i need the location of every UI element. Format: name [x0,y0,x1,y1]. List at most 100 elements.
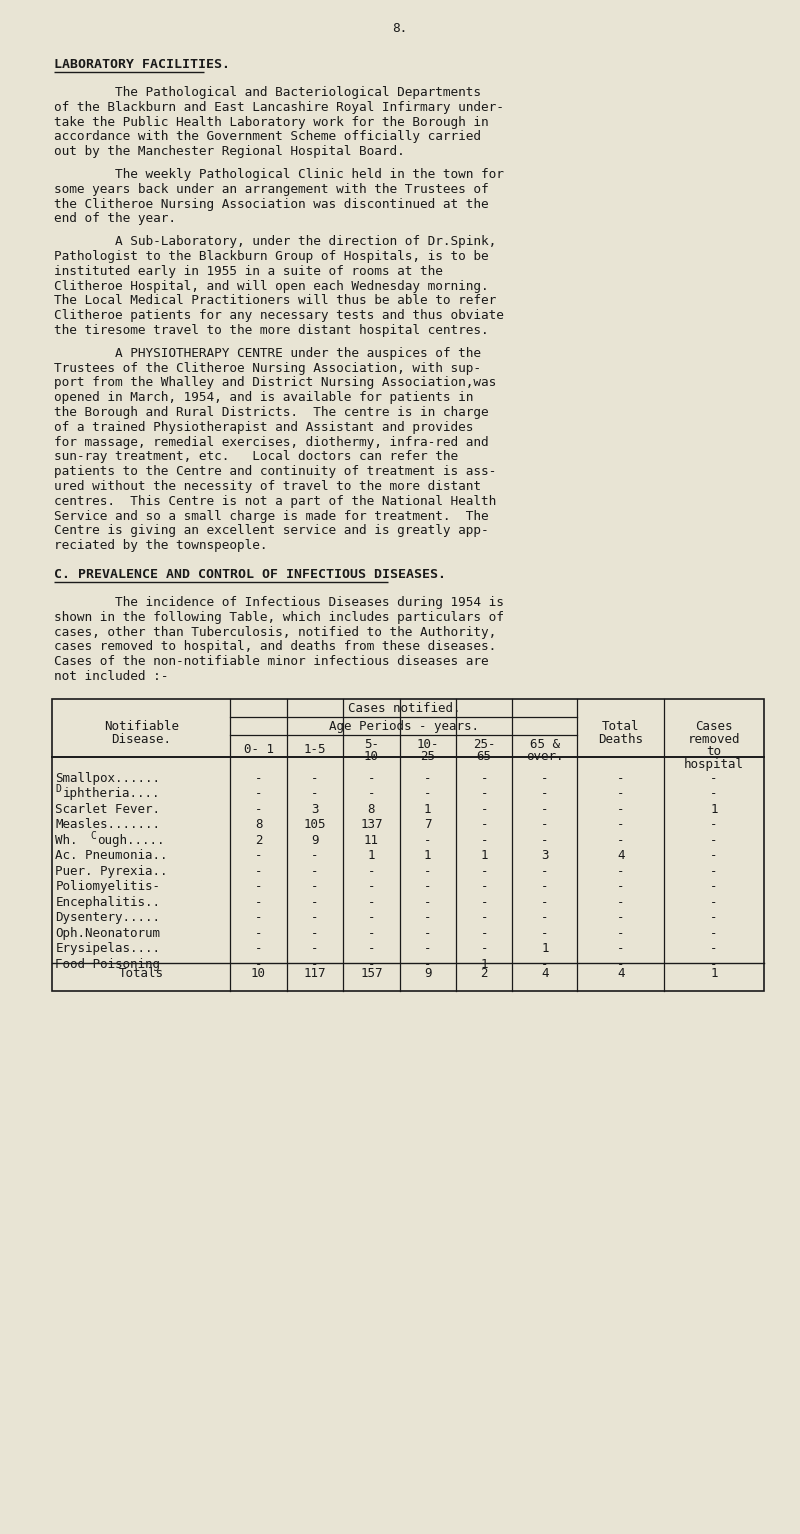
Text: hospital: hospital [684,758,744,772]
Text: The incidence of Infectious Diseases during 1954 is: The incidence of Infectious Diseases dur… [54,597,504,609]
Text: -: - [480,818,488,831]
Text: removed: removed [688,733,740,746]
Text: -: - [311,850,318,862]
Text: Clitheroe Hospital, and will open each Wednesday morning.: Clitheroe Hospital, and will open each W… [54,279,489,293]
Text: -: - [617,957,625,971]
Text: 1: 1 [710,968,718,980]
Text: reciated by the townspeople.: reciated by the townspeople. [54,538,268,552]
Text: 5-: 5- [364,738,379,750]
Text: Service and so a small charge is made for treatment.  The: Service and so a small charge is made fo… [54,509,489,523]
Text: -: - [254,881,262,893]
Text: -: - [710,942,718,956]
Text: -: - [424,865,431,877]
Text: -: - [254,927,262,940]
Text: -: - [311,927,318,940]
Text: -: - [367,865,375,877]
Text: -: - [480,896,488,908]
Text: -: - [254,865,262,877]
Text: -: - [311,957,318,971]
Text: iphtheria....: iphtheria.... [62,787,160,801]
Text: -: - [424,772,431,785]
Text: 10-: 10- [417,738,439,750]
Text: Measles.......: Measles....... [55,818,160,831]
Text: Erysipelas....: Erysipelas.... [55,942,160,956]
Text: -: - [617,834,625,847]
Text: take the Public Health Laboratory work for the Borough in: take the Public Health Laboratory work f… [54,115,489,129]
Text: accordance with the Government Scheme officially carried: accordance with the Government Scheme of… [54,130,482,143]
Text: 11: 11 [364,834,379,847]
Text: -: - [367,787,375,801]
Text: -: - [541,865,549,877]
Text: -: - [424,896,431,908]
Text: 1: 1 [367,850,375,862]
Text: Oph.Neonatorum: Oph.Neonatorum [55,927,160,940]
Text: -: - [311,787,318,801]
Text: -: - [541,802,549,816]
Text: -: - [367,957,375,971]
Text: over.: over. [526,750,564,762]
Text: -: - [311,772,318,785]
Text: 1: 1 [480,850,488,862]
Text: Notifiable: Notifiable [104,719,179,733]
Text: -: - [254,957,262,971]
Text: 10: 10 [364,750,379,762]
Text: 1: 1 [480,957,488,971]
Text: instituted early in 1955 in a suite of rooms at the: instituted early in 1955 in a suite of r… [54,265,443,278]
Text: -: - [480,802,488,816]
Text: -: - [541,787,549,801]
Text: The Local Medical Practitioners will thus be able to refer: The Local Medical Practitioners will thu… [54,295,497,307]
Text: 8: 8 [367,802,375,816]
Text: Cases of the non-notifiable minor infectious diseases are: Cases of the non-notifiable minor infect… [54,655,489,669]
Text: -: - [480,911,488,925]
Text: -: - [480,927,488,940]
Text: patients to the Centre and continuity of treatment is ass-: patients to the Centre and continuity of… [54,465,497,479]
Text: 25: 25 [420,750,435,762]
Text: cases removed to hospital, and deaths from these diseases.: cases removed to hospital, and deaths fr… [54,640,497,653]
Text: 4: 4 [541,968,549,980]
Text: -: - [424,834,431,847]
Text: 10: 10 [251,968,266,980]
Text: -: - [424,957,431,971]
Text: -: - [541,957,549,971]
Text: -: - [424,881,431,893]
Text: -: - [311,881,318,893]
Text: Clitheroe patients for any necessary tests and thus obviate: Clitheroe patients for any necessary tes… [54,310,504,322]
Text: -: - [710,772,718,785]
Text: Trustees of the Clitheroe Nursing Association, with sup-: Trustees of the Clitheroe Nursing Associ… [54,362,482,374]
Text: 1: 1 [424,802,431,816]
Bar [53,700,764,991]
Text: -: - [254,772,262,785]
Text: Scarlet Fever.: Scarlet Fever. [55,802,160,816]
Text: -: - [424,927,431,940]
Text: 105: 105 [304,818,326,831]
Text: LABORATORY FACILITIES.: LABORATORY FACILITIES. [54,58,230,71]
Text: -: - [311,896,318,908]
Text: 4: 4 [617,850,625,862]
Text: A PHYSIOTHERAPY CENTRE under the auspices of the: A PHYSIOTHERAPY CENTRE under the auspice… [54,347,482,360]
Text: -: - [617,911,625,925]
Text: -: - [541,911,549,925]
Text: Wh.: Wh. [55,834,86,847]
Text: centres.  This Centre is not a part of the National Health: centres. This Centre is not a part of th… [54,495,497,508]
Text: -: - [367,942,375,956]
Text: port from the Whalley and District Nursing Association,was: port from the Whalley and District Nursi… [54,376,497,390]
Text: -: - [480,834,488,847]
Text: C: C [90,831,96,841]
Text: 4: 4 [617,968,625,980]
Text: -: - [254,802,262,816]
Text: -: - [710,881,718,893]
Text: -: - [367,911,375,925]
Text: -: - [617,802,625,816]
Text: -: - [710,865,718,877]
Text: Total: Total [602,719,639,733]
Text: -: - [424,787,431,801]
Text: -: - [710,787,718,801]
Text: 137: 137 [360,818,382,831]
Text: ough.....: ough..... [98,834,165,847]
Text: the Clitheroe Nursing Association was discontinued at the: the Clitheroe Nursing Association was di… [54,198,489,210]
Text: 65 &: 65 & [530,738,560,750]
Text: -: - [710,911,718,925]
Text: 3: 3 [311,802,318,816]
Text: 0- 1: 0- 1 [243,742,274,756]
Text: -: - [424,942,431,956]
